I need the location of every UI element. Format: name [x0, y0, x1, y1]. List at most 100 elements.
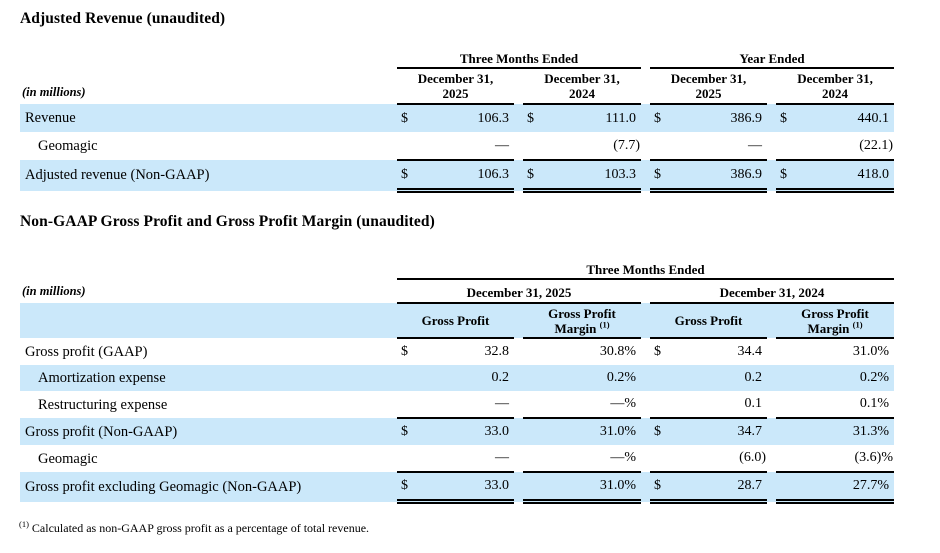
period-group-header-row: Three Months Ended Year Ended	[20, 50, 895, 69]
column-header-gross-profit: Gross Profit	[650, 303, 767, 339]
cell-value: 0.2	[491, 370, 510, 385]
cell-value: 34.7	[737, 424, 763, 439]
table-row-geomagic: Geomagic — (7.7) — (22.1)	[20, 132, 895, 161]
table-row-adjusted-revenue-total: Adjusted revenue (Non-GAAP) $106.3 $103.…	[20, 160, 895, 193]
row-label: Geomagic	[38, 450, 98, 467]
column-gap	[767, 338, 776, 365]
column-gap	[514, 132, 523, 160]
value-cell: $28.7	[650, 472, 767, 504]
cell-value: —	[495, 138, 509, 153]
value-cell: $418.0	[776, 160, 895, 193]
column-gap	[514, 303, 523, 338]
cell-value: 27.7%	[852, 478, 889, 493]
column-gap	[767, 418, 776, 445]
column-header-date: December 31, 2025	[397, 279, 641, 304]
row-label: Revenue	[20, 104, 397, 132]
footnote-text: Calculated as non-GAAP gross profit as a…	[31, 521, 370, 535]
value-cell: $34.4	[650, 338, 767, 365]
column-header-date: December 31, 2024	[650, 279, 894, 304]
header-line: Gross Profit	[801, 305, 869, 321]
gross-profit-table: Three Months Ended (in millions) Decembe…	[20, 262, 894, 504]
column-header-gross-profit-margin: Gross Profit Margin (1)	[776, 303, 894, 339]
row-label: Amortization expense	[20, 365, 397, 391]
column-gap	[767, 472, 776, 502]
row-label: Restructuring expense	[38, 396, 168, 413]
column-gap	[767, 160, 777, 191]
cell-value: 0.2	[744, 370, 763, 385]
column-gap	[514, 418, 523, 445]
currency-symbol: $	[401, 111, 408, 126]
currency-symbol: $	[780, 111, 788, 126]
cell-value: 0.1	[744, 396, 763, 411]
column-gap	[514, 365, 523, 391]
column-gap	[767, 104, 777, 132]
value-cell: 27.7%	[776, 472, 894, 504]
currency-symbol: $	[780, 167, 788, 182]
group-header-three-months: Three Months Ended	[397, 50, 642, 69]
cell-value: 418.0	[857, 167, 890, 182]
footnote: (1) Calculated as non-GAAP gross profit a…	[19, 520, 370, 536]
header-line: Gross Profit	[548, 305, 616, 321]
column-header-gross-profit-margin: Gross Profit Margin (1)	[523, 303, 641, 339]
section-title-gross-profit: Non-GAAP Gross Profit and Gross Profit M…	[20, 213, 435, 230]
cell-value: 111.0	[605, 111, 637, 126]
value-cell: $32.8	[397, 338, 514, 365]
cell-value: 30.8%	[599, 344, 636, 359]
column-header-date: December 31, 2025	[650, 68, 768, 105]
column-gap	[641, 279, 650, 303]
column-gap	[641, 104, 651, 132]
cell-value: (22.1)	[859, 138, 894, 153]
value-cell: (7.7)	[523, 132, 642, 161]
value-cell: —%	[523, 445, 641, 473]
value-cell: $106.3	[397, 160, 514, 193]
value-cell: $34.7	[650, 418, 767, 445]
value-cell: $111.0	[523, 104, 642, 132]
value-cell: (3.6)%	[776, 445, 894, 473]
group-header-year-ended: Year Ended	[650, 50, 895, 69]
date-header-row: (in millions) December 31, 2025 December…	[20, 279, 894, 304]
cell-value: 31.0%	[599, 424, 636, 439]
footnote-marker: (1)	[599, 319, 610, 330]
currency-symbol: $	[654, 344, 661, 359]
row-label: Geomagic	[38, 137, 98, 154]
currency-symbol: $	[401, 167, 408, 182]
period-group-header-row: Three Months Ended	[20, 262, 894, 280]
value-cell: $33.0	[397, 418, 514, 445]
column-header-date: December 31, 2024	[776, 68, 895, 105]
cell-value: 386.9	[730, 167, 763, 182]
cell-value: 440.1	[857, 111, 890, 126]
column-gap	[767, 445, 776, 472]
column-gap	[641, 68, 650, 104]
cell-value: 103.3	[604, 167, 637, 182]
cell-value: —	[495, 396, 509, 411]
value-cell: $106.3	[397, 104, 514, 132]
table-row-amortization: Amortization expense 0.2 0.2% 0.2 0.2%	[20, 365, 894, 391]
in-millions-label: (in millions)	[22, 284, 86, 298]
column-gap	[767, 391, 776, 418]
row-label: Adjusted revenue (Non-GAAP)	[20, 160, 397, 191]
value-cell: 0.2%	[776, 365, 894, 391]
in-millions-label: (in millions)	[22, 85, 86, 99]
cell-value: —	[495, 450, 509, 465]
value-cell: —%	[523, 391, 641, 419]
cell-value: —	[748, 138, 763, 153]
value-cell: —	[397, 391, 514, 419]
cell-value: 106.3	[477, 111, 510, 126]
cell-value: 31.0%	[852, 344, 889, 359]
table-row-revenue: Revenue $106.3 $111.0 $386.9 $440.1	[20, 104, 895, 132]
table-row-geomagic: Geomagic — —% (6.0) (3.6)%	[20, 445, 894, 473]
value-cell: —	[650, 132, 768, 161]
currency-symbol: $	[527, 111, 534, 126]
column-gap	[514, 160, 523, 191]
value-cell: 0.1	[650, 391, 767, 419]
value-cell: 31.0%	[776, 338, 894, 365]
column-gap	[641, 338, 650, 365]
column-gap	[641, 132, 650, 160]
cell-value: 31.0%	[599, 478, 636, 493]
date-header-row: (in millions) December 31, 2025 December…	[20, 68, 895, 105]
adjusted-revenue-table: Three Months Ended Year Ended (in millio…	[20, 50, 895, 193]
value-cell: —	[397, 132, 514, 161]
value-cell: $103.3	[523, 160, 642, 193]
column-gap	[514, 104, 523, 132]
cell-value: 33.0	[484, 424, 510, 439]
